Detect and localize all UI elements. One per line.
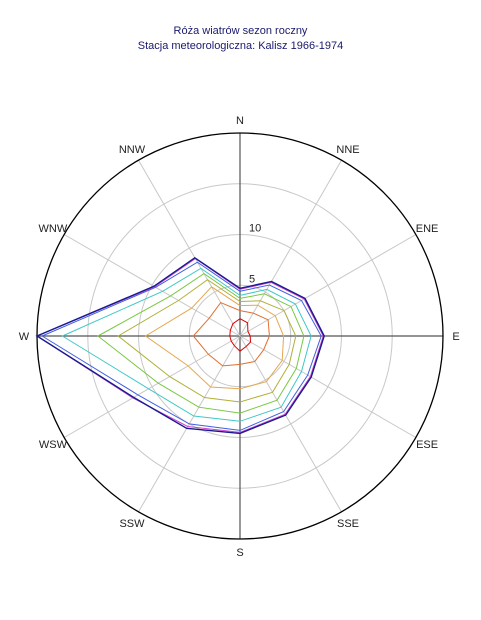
series-3-polygon: [144, 286, 285, 390]
direction-label-sse: SSE: [337, 518, 359, 530]
radial-tick-label-10: 10: [249, 223, 261, 235]
series-6-polygon: [61, 267, 312, 422]
spoke-wsw: [63, 335, 241, 438]
direction-label-ssw: SSW: [119, 518, 145, 530]
direction-label-wsw: WSW: [39, 439, 68, 451]
direction-label-w: W: [19, 331, 30, 343]
spoke-ene: [239, 234, 417, 337]
series-9-polygon: [35, 256, 325, 435]
direction-label-wnw: WNW: [39, 223, 68, 235]
direction-label-nne: NNE: [336, 144, 359, 156]
series-5-polygon: [96, 272, 305, 414]
chart-subtitle: Stacja meteorologiczna: Kalisz 1966-1974: [137, 40, 344, 52]
direction-label-ene: ENE: [416, 223, 439, 235]
direction-label-nnw: NNW: [119, 144, 146, 156]
direction-label-s: S: [236, 547, 243, 559]
spoke-nne: [239, 159, 342, 337]
chart-title: Róża wiatrów sezon roczny: [173, 25, 308, 37]
radial-tick-label-5: 5: [249, 273, 255, 285]
direction-label-e: E: [452, 331, 459, 343]
spoke-sse: [239, 335, 342, 513]
series-8-polygon: [35, 257, 324, 433]
series-7-polygon: [41, 261, 322, 431]
series-4-polygon: [117, 279, 297, 403]
spoke-wnw: [63, 234, 241, 337]
direction-label-n: N: [236, 115, 244, 127]
spoke-ese: [239, 335, 417, 438]
series-2-polygon: [192, 301, 270, 367]
series-1-polygon: [229, 318, 252, 352]
direction-label-ese: ESE: [416, 439, 438, 451]
spoke-nnw: [138, 159, 241, 337]
